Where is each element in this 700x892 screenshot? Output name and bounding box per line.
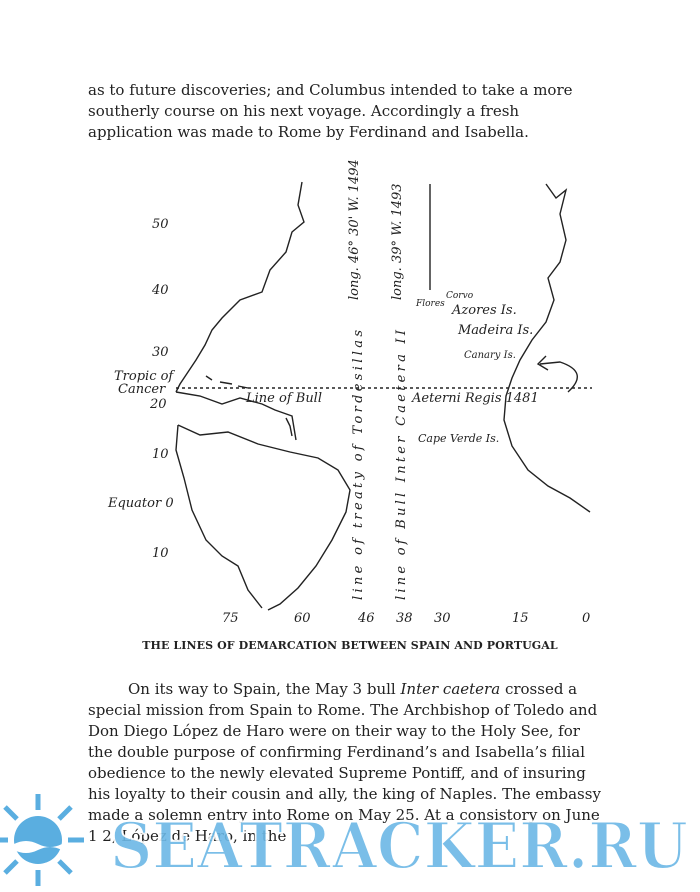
text: crossed a special mission from Spain to …	[88, 680, 601, 845]
paragraph: On its way to Spain, the May 3 bull Inte…	[88, 679, 608, 847]
vertical-label: line of Bull Inter Caetera II	[394, 329, 409, 600]
vertical-label: long. 39° W. 1493	[390, 183, 405, 300]
island	[285, 417, 293, 437]
tropic-label: Cancer	[118, 382, 166, 397]
map-label: Aeterni Regis 1481	[411, 391, 539, 406]
sun-icon	[0, 794, 84, 886]
watermark-text: SEATRACKER.RU	[110, 809, 688, 884]
arrow	[536, 355, 578, 393]
map-figure: 50 40 30 20 10 10 Equator 0 Tropic of Ca…	[107, 160, 592, 626]
map-label: Canary Is.	[464, 350, 516, 361]
latitude-label: 20	[149, 397, 167, 412]
tropic-label: Tropic of	[114, 369, 175, 384]
map-label: Cape Verde Is.	[418, 432, 499, 445]
longitude-label: 15	[512, 611, 529, 626]
map-label: Madeira Is.	[457, 323, 533, 338]
longitude-label: 38	[396, 611, 413, 626]
longitude-label: 0	[582, 611, 590, 626]
coast	[175, 391, 297, 441]
paragraph: as to future discoveries; and Columbus i…	[88, 81, 573, 141]
equator-label: Equator 0	[107, 496, 174, 511]
vertical-label: line of treaty of Tordesillas	[351, 330, 366, 600]
longitude-label: 75	[222, 611, 239, 626]
longitude-label: 46	[357, 611, 375, 626]
coast	[175, 424, 263, 609]
latitude-label: 10	[152, 546, 169, 561]
coast	[503, 183, 591, 513]
latitude-label: 30	[152, 345, 169, 360]
latitude-label: 40	[151, 283, 169, 298]
longitude-label: 30	[434, 611, 451, 626]
vertical-label: long. 46° 30' W. 1494	[347, 160, 362, 300]
coast	[177, 424, 351, 611]
coast	[175, 181, 305, 393]
map-label: Azores Is.	[451, 303, 517, 318]
italic-text: Inter caetera	[400, 680, 501, 698]
map-label: Flores	[415, 299, 445, 309]
latitude-label: 10	[152, 447, 169, 462]
longitude-label: 60	[294, 611, 311, 626]
map-label: Corvo	[446, 291, 474, 301]
latitude-label: 50	[152, 217, 169, 232]
text: On its way to Spain, the May 3 bull	[128, 680, 401, 698]
map-label: Line of Bull	[245, 391, 322, 406]
figure-caption: THE LINES OF DEMARCATION BETWEEN SPAIN A…	[142, 639, 558, 652]
watermark: SEATRACKER.RU	[0, 794, 689, 886]
island	[205, 375, 249, 389]
